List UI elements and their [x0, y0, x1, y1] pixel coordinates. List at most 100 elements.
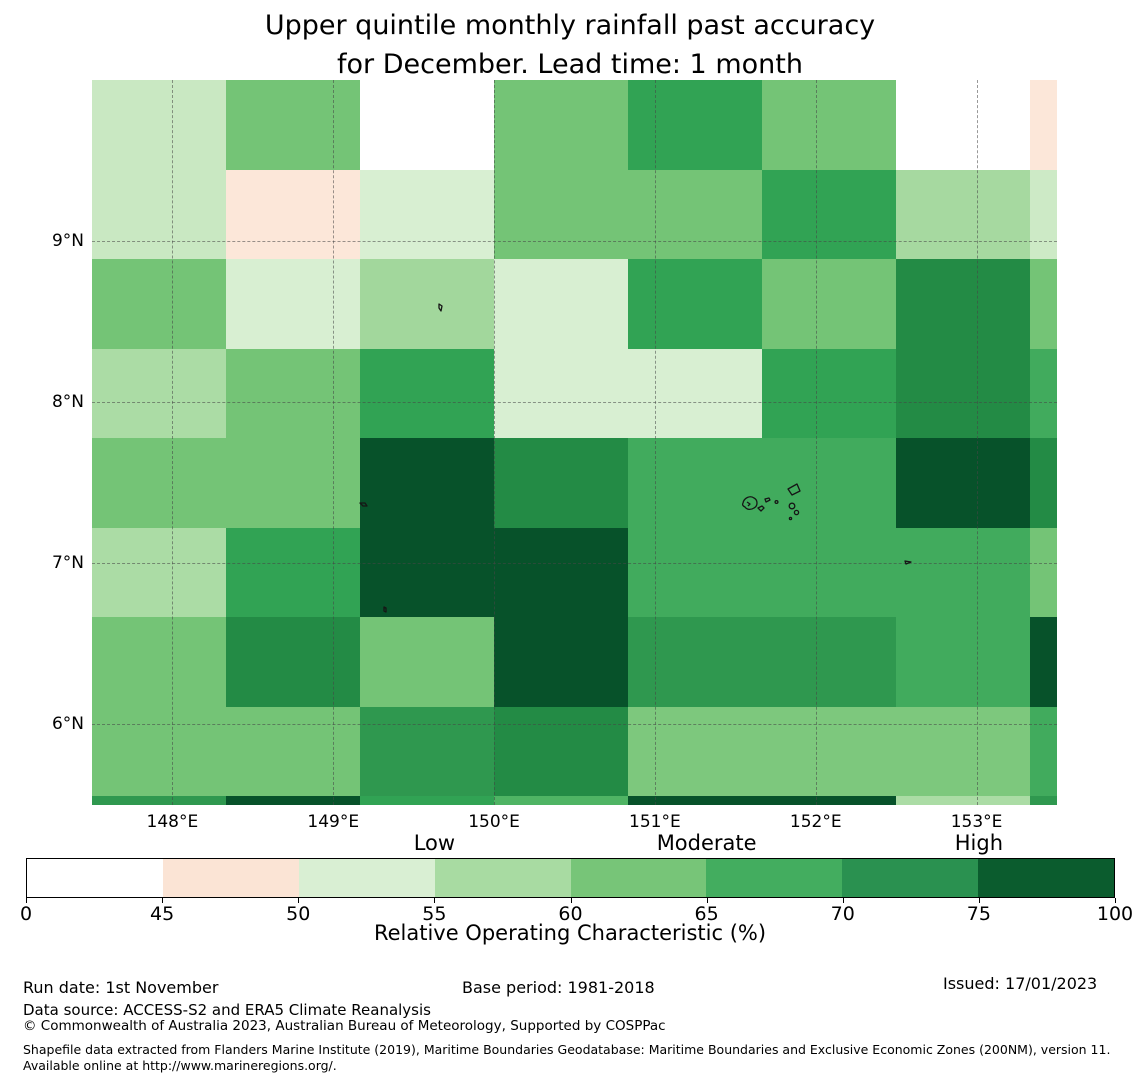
heatmap-cell: [762, 258, 897, 349]
heatmap-cell: [360, 616, 495, 707]
heatmap-cell: [225, 348, 361, 438]
colorbar-tick-label: 70: [830, 903, 855, 925]
heatmap-cell: [225, 437, 361, 528]
colorbar-tick-mark: [842, 898, 844, 903]
x-tick-label: 152°E: [789, 812, 842, 832]
heatmap-cell: [1030, 80, 1057, 170]
heatmap-cell: [92, 527, 226, 617]
heatmap-cell: [92, 616, 226, 707]
x-tick-label: 148°E: [146, 812, 199, 832]
colorbar-tick-mark: [570, 898, 572, 903]
colorbar-segment-50-55: [298, 859, 435, 897]
map-gridline-horizontal: [92, 402, 1057, 404]
chart-title-line2: for December. Lead time: 1 month: [337, 49, 803, 80]
y-tick-label: 8°N: [51, 392, 84, 413]
heatmap-cell: [1030, 616, 1057, 707]
heatmap-cell: [1030, 348, 1057, 438]
heatmap-cell: [762, 706, 897, 796]
heatmap-cell: [92, 169, 226, 259]
colorbar-segment-45-50: [162, 859, 299, 897]
heatmap-cell: [494, 348, 629, 438]
heatmap-cell: [494, 795, 629, 805]
colorbar-segment-0-45: [27, 859, 163, 897]
colorbar-tick-label: 55: [422, 903, 447, 925]
colorbar-tick-mark: [706, 898, 708, 903]
footer-base-period: Base period: 1981-2018: [462, 978, 655, 997]
heatmap-cell: [628, 795, 763, 805]
heatmap-cell: [92, 348, 226, 438]
footer-shapefile-note: Shapefile data extracted from Flanders M…: [23, 1042, 1115, 1073]
heatmap-cell: [225, 795, 361, 805]
heatmap-cell: [360, 258, 495, 349]
map-gridline-vertical: [172, 80, 174, 805]
heatmap-cell: [92, 795, 226, 805]
heatmap-cell: [628, 169, 763, 259]
heatmap-cell: [494, 527, 629, 617]
heatmap-cell: [896, 258, 1031, 349]
heatmap-cell: [762, 795, 897, 805]
footer-data-source: Data source: ACCESS-S2 and ERA5 Climate …: [23, 1001, 431, 1019]
heatmap-cell: [1030, 258, 1057, 349]
colorbar-tick-label: 75: [966, 903, 991, 925]
heatmap-cell: [225, 80, 361, 170]
map-gridline-vertical: [976, 80, 978, 805]
colorbar-tick-label: 100: [1096, 903, 1134, 925]
colorbar-tick-mark: [162, 898, 164, 903]
heatmap-cell: [896, 169, 1031, 259]
map-gridline-horizontal: [92, 241, 1057, 243]
heatmap-cell: [360, 80, 495, 170]
heatmap-cell: [762, 169, 897, 259]
heatmap-cell: [896, 795, 1031, 805]
colorbar-tick-label: 0: [19, 903, 33, 925]
heatmap-cell: [762, 616, 897, 707]
colorbar-region-label-moderate: Moderate: [656, 831, 757, 855]
colorbar-segment-55-60: [434, 859, 571, 897]
colorbar-tick-mark: [978, 898, 980, 903]
heatmap-cell: [896, 437, 1031, 528]
heatmap-cell: [360, 795, 495, 805]
heatmap-cell: [494, 437, 629, 528]
heatmap-cell: [628, 348, 763, 438]
heatmap-cell: [360, 169, 495, 259]
heatmap-cell: [896, 348, 1031, 438]
colorbar-tick-mark: [1115, 898, 1116, 903]
map-gridline-vertical: [815, 80, 817, 805]
heatmap-cell: [494, 258, 629, 349]
chart-title-line1: Upper quintile monthly rainfall past acc…: [264, 10, 876, 41]
map-gridline-vertical: [333, 80, 335, 805]
heatmap-cell: [494, 169, 629, 259]
x-tick-label: 150°E: [468, 812, 520, 832]
heatmap-cell: [225, 169, 361, 259]
colorbar-tick-mark: [298, 898, 300, 903]
footer-run-date: Run date: 1st November: [23, 978, 219, 997]
heatmap-cell: [360, 706, 495, 796]
colorbar-axis-label: Relative Operating Characteristic (%): [373, 921, 767, 945]
heatmap-cell: [628, 80, 763, 170]
colorbar-tick-mark: [26, 898, 27, 903]
heatmap-cell: [762, 80, 897, 170]
x-tick-label: 149°E: [307, 812, 360, 832]
heatmap-cell: [628, 258, 763, 349]
heatmap-cell: [92, 437, 226, 528]
heatmap-cell: [92, 258, 226, 349]
map-gridline-horizontal: [92, 724, 1057, 726]
y-tick-label: 7°N: [51, 553, 84, 574]
chart-title: Upper quintile monthly rainfall past acc…: [0, 6, 1140, 84]
heatmap-cell: [896, 616, 1031, 707]
heatmap-cell: [1030, 437, 1057, 528]
colorbar-tick-label: 65: [694, 903, 719, 925]
colorbar-segment-75-100: [978, 859, 1114, 897]
colorbar-region-label-low: Low: [413, 831, 456, 855]
colorbar-segment-60-65: [570, 859, 707, 897]
heatmap-cell: [896, 80, 1031, 170]
y-tick-label: 9°N: [51, 231, 84, 252]
heatmap-cell: [494, 616, 629, 707]
heatmap-cell: [360, 437, 495, 528]
colorbar-tick-label: 60: [558, 903, 583, 925]
colorbar-segment-65-70: [706, 859, 843, 897]
heatmap-cell: [360, 348, 495, 438]
heatmap-cell: [762, 437, 897, 528]
heatmap-cell: [762, 527, 897, 617]
heatmap-cell: [360, 527, 495, 617]
